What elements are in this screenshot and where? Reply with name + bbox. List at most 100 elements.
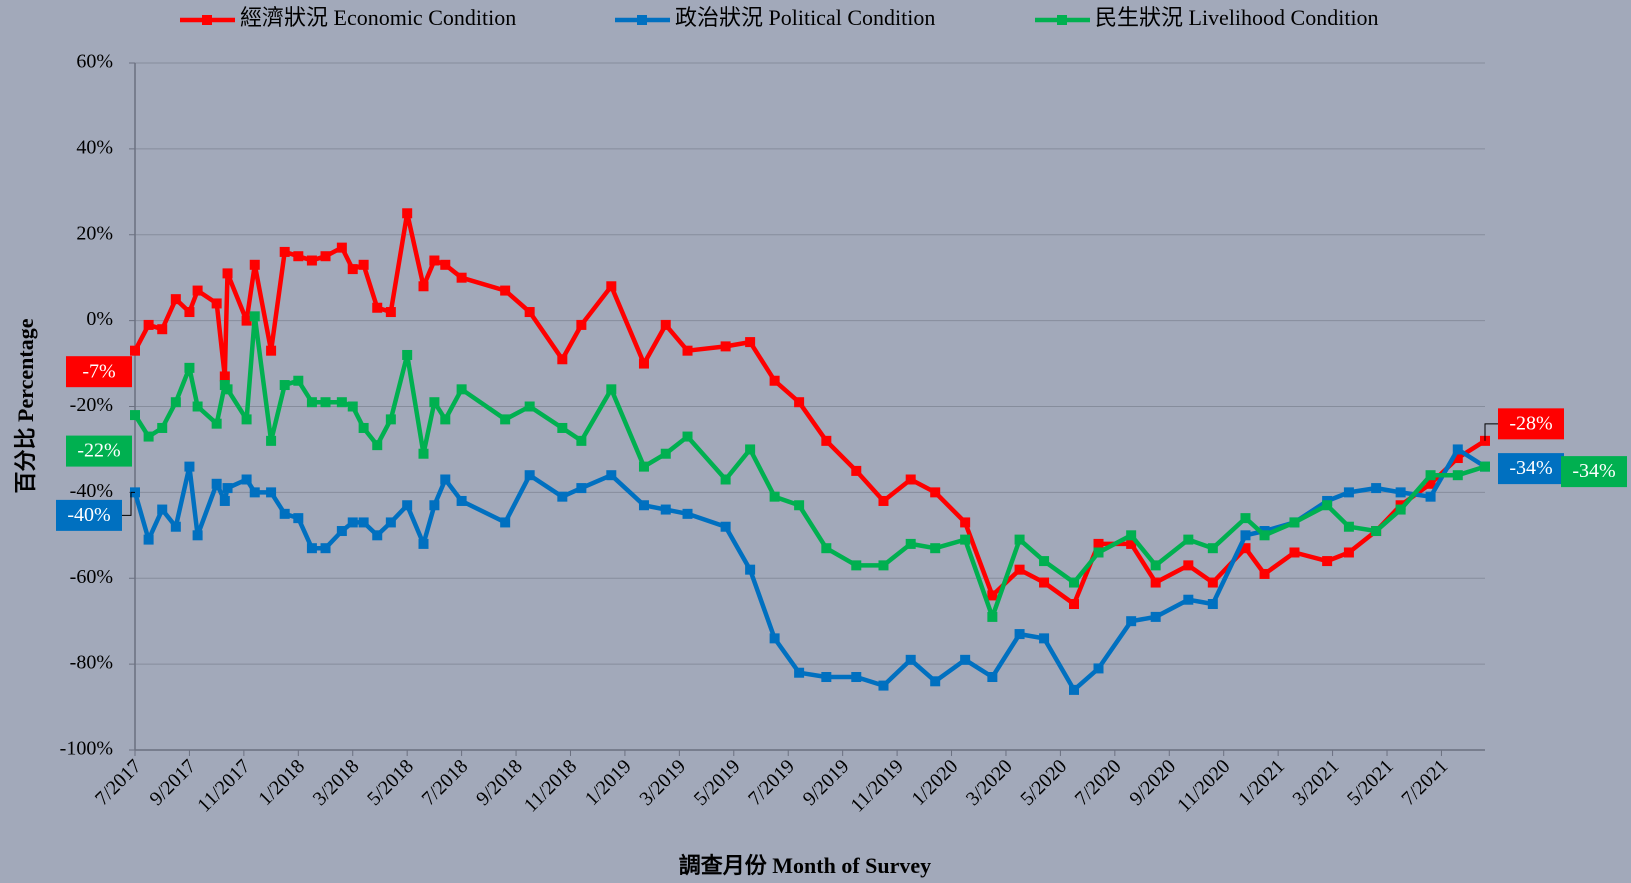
marker — [293, 513, 304, 524]
marker — [143, 534, 154, 545]
marker — [157, 422, 168, 433]
marker — [249, 487, 260, 498]
marker — [930, 487, 941, 498]
marker — [143, 431, 154, 442]
marker — [1039, 577, 1050, 588]
marker — [192, 401, 203, 412]
marker — [576, 319, 587, 330]
marker — [1371, 526, 1382, 537]
marker — [1014, 534, 1025, 545]
marker — [524, 401, 535, 412]
marker — [500, 285, 511, 296]
marker — [987, 672, 998, 683]
marker — [219, 371, 230, 382]
marker — [293, 375, 304, 386]
marker — [211, 418, 222, 429]
marker — [905, 654, 916, 665]
marker — [1395, 487, 1406, 498]
marker — [905, 474, 916, 485]
marker — [440, 259, 451, 270]
value-label: -28% — [1509, 412, 1552, 434]
marker — [293, 251, 304, 262]
marker — [241, 414, 252, 425]
marker — [429, 255, 440, 266]
x-tick-label: 9/2018 — [472, 755, 527, 810]
marker — [745, 337, 756, 348]
x-tick-label: 11/2018 — [520, 755, 581, 816]
legend-marker — [637, 15, 647, 25]
marker — [960, 534, 971, 545]
marker — [157, 504, 168, 515]
marker — [930, 543, 941, 554]
y-tick-label: 0% — [86, 308, 113, 330]
marker — [358, 517, 369, 528]
marker — [130, 410, 140, 421]
marker — [440, 414, 451, 425]
y-tick-label: -80% — [70, 652, 113, 674]
marker — [1371, 483, 1382, 494]
value-label-box — [66, 356, 132, 388]
marker — [358, 259, 369, 270]
marker — [1207, 543, 1218, 554]
marker — [320, 397, 331, 408]
marker — [143, 319, 154, 330]
marker — [170, 521, 181, 532]
marker — [456, 495, 467, 506]
marker — [851, 465, 862, 476]
marker — [500, 414, 511, 425]
marker — [682, 431, 693, 442]
marker — [336, 242, 347, 253]
marker — [1240, 543, 1251, 554]
series-line — [132, 447, 1487, 693]
marker — [1452, 470, 1463, 481]
legend-label: 民生狀況 Livelihood Condition — [1095, 5, 1379, 30]
marker — [211, 298, 222, 309]
marker — [606, 470, 617, 481]
marker — [336, 526, 347, 537]
marker — [576, 483, 587, 494]
x-tick-label: 7/2020 — [1071, 755, 1126, 810]
marker — [385, 307, 396, 318]
x-tick-label: 1/2020 — [907, 755, 962, 810]
marker — [638, 500, 649, 511]
marker — [1322, 500, 1333, 511]
marker — [987, 590, 998, 601]
marker — [878, 560, 889, 571]
y-tick-label: -100% — [60, 738, 113, 760]
marker — [500, 517, 511, 528]
marker — [1093, 547, 1104, 558]
value-label-box — [1561, 456, 1627, 488]
marker — [347, 401, 358, 412]
marker — [320, 251, 331, 262]
marker — [249, 259, 260, 270]
value-label: -22% — [77, 440, 120, 462]
marker — [1343, 521, 1354, 532]
marker — [1395, 504, 1406, 515]
legend-label: 經濟狀況 Economic Condition — [240, 5, 516, 30]
legend-marker — [1057, 15, 1067, 25]
marker — [821, 435, 832, 446]
y-tick-label: 20% — [76, 222, 113, 244]
marker — [851, 560, 862, 571]
marker — [1093, 663, 1104, 674]
marker — [219, 495, 230, 506]
marker — [192, 530, 203, 541]
marker — [1126, 538, 1137, 549]
value-label: -40% — [67, 504, 110, 526]
marker — [1259, 568, 1270, 579]
value-label: -34% — [1509, 457, 1552, 479]
marker — [557, 491, 568, 502]
marker — [1343, 547, 1354, 558]
marker — [960, 517, 971, 528]
marker — [306, 543, 317, 554]
value-label-box — [1498, 408, 1564, 440]
marker — [222, 483, 233, 494]
marker — [266, 487, 277, 498]
value-label: -7% — [82, 360, 115, 382]
marker — [769, 633, 780, 644]
marker — [905, 538, 916, 549]
value-label-box — [66, 435, 132, 467]
marker — [1039, 633, 1050, 644]
